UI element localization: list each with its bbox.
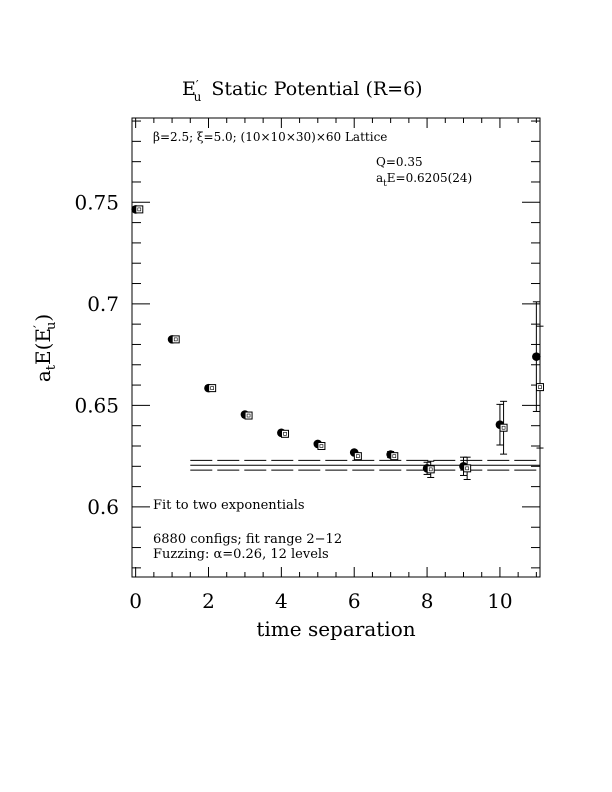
lattice-annotation: β=2.5; ξ=5.0; (10×10×30)×60 Lattice: [153, 130, 387, 144]
y-tick-label: 0.65: [74, 393, 119, 417]
y-axis-label: atE(E′u): [31, 314, 59, 382]
fit-band: [190, 459, 540, 471]
data-point-square: [499, 423, 508, 432]
data-point-square: [244, 411, 253, 420]
fuzzing-annotation: Fuzzing: α=0.26, 12 levels: [153, 547, 329, 562]
y-tick-label: 0.7: [87, 292, 119, 316]
energy-annotation: atE=0.6205(24): [376, 171, 472, 189]
ylabel-sub-t: t: [44, 364, 59, 370]
chart-title: E′ u Static Potential (R=6): [182, 78, 423, 104]
data-point-square: [536, 383, 544, 392]
data-point-square: [281, 429, 289, 438]
x-tick-label: 2: [202, 589, 215, 613]
y-tick-label: 0.6: [87, 495, 119, 519]
energy-sub: t: [383, 179, 387, 189]
energy-pre: a: [376, 171, 383, 185]
data-point-square: [353, 452, 362, 461]
data-point-square: [463, 464, 472, 473]
data-point-square-inner: [501, 425, 506, 430]
title-rest: Static Potential (R=6): [211, 78, 422, 100]
data-point-square: [135, 205, 144, 214]
data-point-square-inner: [392, 454, 397, 458]
ylabel-mid: E(E: [31, 328, 55, 365]
data-point-square-inner: [538, 385, 542, 389]
ylabel-sub-u: u: [44, 322, 59, 330]
data-point-square-inner: [173, 337, 178, 342]
title-prime: ′: [196, 78, 199, 92]
y-tick-label: 0.75: [74, 190, 119, 214]
data-points: [131, 205, 544, 481]
data-point-square-inner: [428, 467, 433, 472]
title-main: E: [182, 78, 196, 100]
data-point-square-inner: [319, 444, 324, 448]
data-point-square: [317, 442, 326, 451]
fit-annotation: Fit to two exponentials: [153, 498, 305, 513]
x-tick-label: 0: [129, 589, 142, 613]
data-point-square-inner: [246, 413, 251, 418]
x-tick-label: 8: [421, 589, 434, 613]
x-tick-label: 4: [275, 589, 288, 613]
x-tick-label: 10: [487, 589, 512, 613]
data-point-square-inner: [465, 466, 469, 471]
q-value-annotation: Q=0.35: [376, 155, 423, 169]
data-point-square-inner: [283, 432, 287, 436]
x-axis-label: time separation: [256, 617, 415, 641]
axis-ticks: [132, 118, 540, 577]
ylabel-pre: a: [31, 370, 55, 382]
axis-tick-labels: 0 2 4 6 8 10 0.6 0.65 0.7 0.75: [74, 190, 512, 613]
data-point-square: [390, 452, 399, 461]
data-point-square-inner: [210, 386, 214, 390]
title-sub: u: [194, 90, 202, 104]
data-point-square-inner: [137, 207, 142, 212]
energy-post: E=0.6205(24): [387, 171, 472, 185]
ylabel-prime: ′: [32, 325, 47, 328]
data-point-circle: [532, 352, 541, 361]
data-point-square: [426, 465, 435, 474]
configs-annotation: 6880 configs; fit range 2−12: [153, 532, 342, 547]
ylabel-post: ): [31, 314, 55, 322]
x-tick-label: 6: [348, 589, 361, 613]
data-point-square-inner: [356, 454, 360, 458]
data-point-square: [208, 384, 217, 393]
data-point-square: [171, 335, 180, 344]
